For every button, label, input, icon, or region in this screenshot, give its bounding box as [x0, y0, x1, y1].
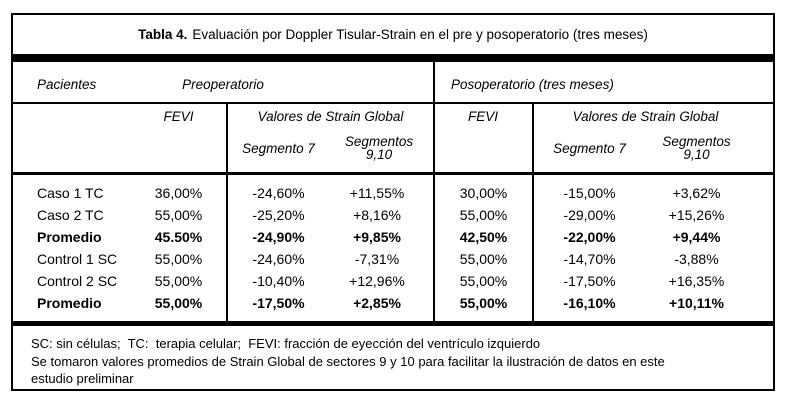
cell-seg7-pre: -24,90% [252, 229, 305, 245]
column-header-postoperative: Posoperatorio (tres meses) [451, 77, 614, 92]
subheaders-post: Segmento 7 Segmentos 9,10 [533, 128, 773, 168]
table-body: Caso 1 TC 36,00% -24,60% +11,55% 30,00% … [13, 175, 773, 314]
column-header-segments910-post: Segmentos 9,10 [646, 128, 773, 168]
column-header-segment7-pre: Segmento 7 [242, 140, 315, 156]
cell-seg910-pre: +12,96% [349, 273, 405, 289]
column-header-patients: Pacientes [37, 77, 97, 92]
cell-seg7-pre: -10,40% [252, 273, 305, 289]
cell-fevi-pre: 55,00% [154, 295, 203, 311]
fevi-divider-pre-line [226, 104, 228, 321]
column-header-fevi-pre: FEVI [163, 109, 194, 124]
cell-seg910-pre: +8,16% [353, 207, 401, 223]
subheaders-pre: Segmento 7 Segmentos 9,10 [227, 128, 434, 168]
header-bottom-line [13, 172, 773, 175]
column-header-segments910-pre: Segmentos 9,10 [330, 128, 434, 168]
table-caption-number: Tabla 4. [138, 27, 188, 42]
cell-seg910-pre: +9,85% [353, 229, 401, 245]
cell-seg7-pre: -24,60% [252, 185, 305, 201]
cell-fevi-post: 55,00% [459, 207, 508, 223]
cell-seg7-pre: -24,60% [252, 251, 305, 267]
cell-seg910-pre: +2,85% [353, 295, 401, 311]
segments-label-line2: 9,10 [365, 147, 393, 162]
table-row: Control 1 SC 55,00% -24,60% -7,31% 55,00… [13, 248, 773, 270]
cell-seg7-post: -17,50% [563, 273, 616, 289]
cell-seg7-post: -16,10% [563, 295, 616, 311]
table-caption: Tabla 4. Evaluación por Doppler Tisular-… [11, 13, 775, 60]
fevi-divider-post-line [532, 104, 534, 321]
cell-fevi-post: 55,00% [459, 295, 508, 311]
table-footnotes: SC: sin células; TC: terapia celular; FE… [11, 324, 775, 391]
table-caption-text: Evaluación por Doppler Tisular-Strain en… [192, 27, 648, 42]
cell-seg7-pre: -25,20% [252, 207, 305, 223]
column-header-preoperative: Preoperatorio [182, 77, 264, 92]
patient-label: Caso 2 TC [37, 207, 104, 223]
cell-fevi-post: 55,00% [459, 273, 508, 289]
table-row: Caso 2 TC 55,00% -25,20% +8,16% 55,00% -… [13, 204, 773, 226]
cell-seg910-post: +9,44% [672, 229, 721, 245]
cell-seg910-post: +15,26% [668, 207, 725, 223]
cell-fevi-pre: 55,00% [154, 251, 203, 267]
table-row-average: Promedio 45.50% -24,90% +9,85% 42,50% -2… [13, 226, 773, 248]
cell-seg910-pre: +11,55% [349, 185, 405, 201]
segments-label-line1: Segmentos [344, 134, 414, 149]
column-header-fevi-post: FEVI [467, 109, 498, 124]
cell-seg7-post: -15,00% [563, 185, 616, 201]
header-divider-line [13, 102, 773, 104]
section-divider-line [433, 62, 435, 321]
patient-label: Promedio [37, 229, 102, 245]
cell-fevi-pre: 55,00% [154, 273, 203, 289]
cell-seg7-pre: -17,50% [252, 295, 305, 311]
cell-seg910-post: +10,11% [669, 295, 724, 311]
column-header-strain-pre: Valores de Strain Global [257, 109, 404, 124]
table-figure: Tabla 4. Evaluación por Doppler Tisular-… [11, 13, 775, 391]
column-header-strain-post: Valores de Strain Global [572, 109, 719, 124]
table-row: Control 2 SC 55,00% -10,40% +12,96% 55,0… [13, 270, 773, 292]
cell-fevi-pre: 45.50% [154, 229, 203, 245]
segments-label-line2: 9,10 [683, 147, 710, 162]
cell-fevi-post: 42,50% [459, 229, 508, 245]
footnote-abbreviations: SC: sin células; TC: terapia celular; FE… [31, 336, 541, 351]
cell-seg910-post: +16,35% [668, 273, 725, 289]
cell-seg910-post: +3,62% [672, 185, 721, 201]
cell-fevi-pre: 36,00% [154, 185, 203, 201]
segments-label-line1: Segmentos [662, 134, 731, 149]
data-table: Pacientes Preoperatorio Posoperatorio (t… [11, 60, 775, 324]
cell-fevi-pre: 55,00% [154, 207, 203, 223]
cell-seg7-post: -14,70% [563, 251, 616, 267]
table-row-average: Promedio 55,00% -17,50% +2,85% 55,00% -1… [13, 292, 773, 314]
footnote-method-line1: Se tomaron valores promedios de Strain G… [31, 353, 665, 369]
patient-label: Control 1 SC [37, 251, 118, 267]
cell-seg7-post: -29,00% [563, 207, 616, 223]
footnote-method-line2: estudio preliminar [31, 371, 134, 386]
cell-fevi-post: 55,00% [459, 251, 508, 267]
cell-seg910-post: -3,88% [674, 251, 719, 267]
column-header-segment7-post: Segmento 7 [553, 140, 626, 156]
table-row: Caso 1 TC 36,00% -24,60% +11,55% 30,00% … [13, 182, 773, 204]
patient-label: Control 2 SC [37, 273, 118, 289]
cell-seg7-post: -22,00% [563, 229, 616, 245]
cell-fevi-post: 30,00% [459, 185, 508, 201]
patient-label: Caso 1 TC [37, 185, 104, 201]
patient-label: Promedio [37, 295, 102, 311]
cell-seg910-pre: -7,31% [354, 251, 400, 267]
